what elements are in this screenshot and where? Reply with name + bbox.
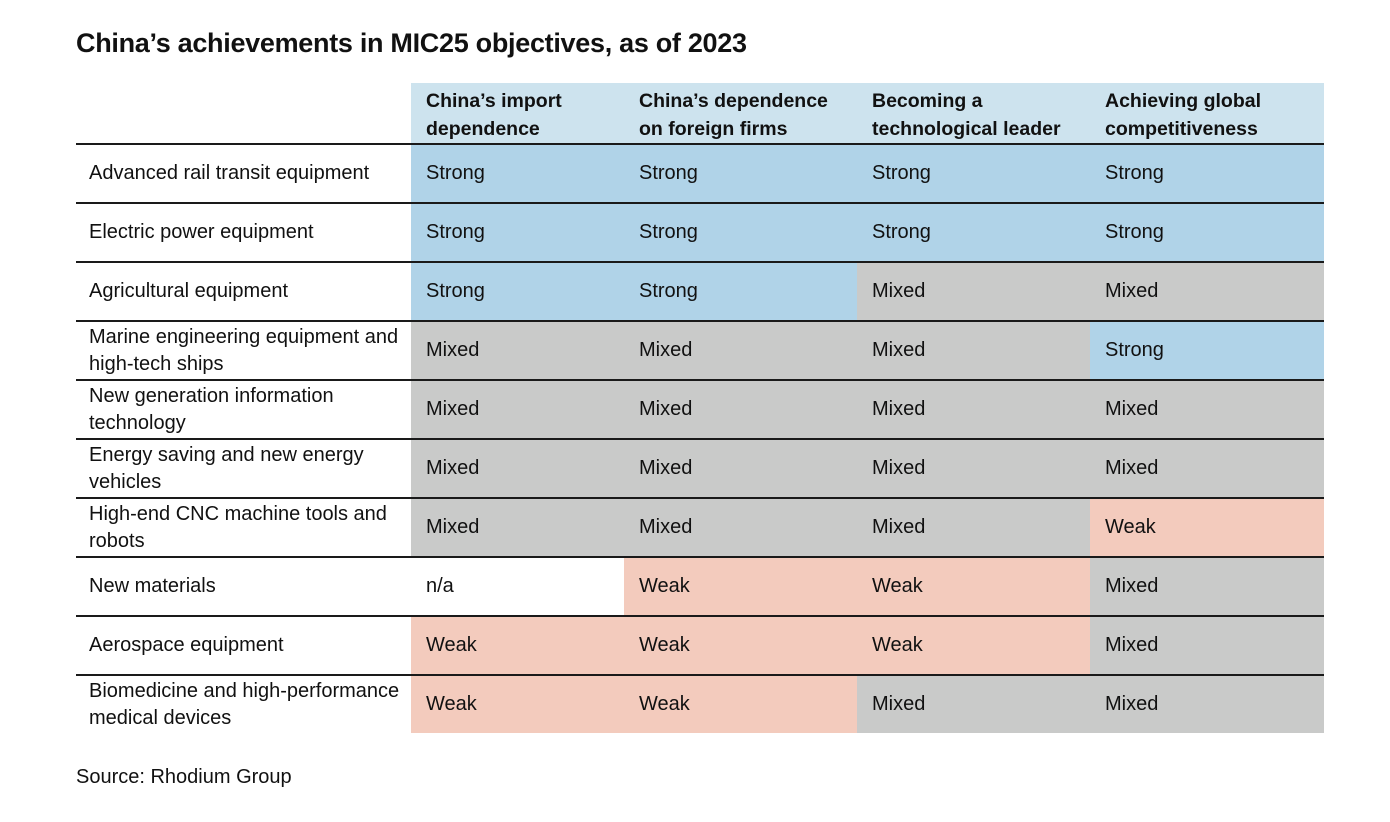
rating-cell: Mixed — [857, 676, 1090, 733]
table-body: Advanced rail transit equipment Strong Str… — [76, 143, 1324, 733]
sector-label: New generation information technology — [76, 381, 411, 438]
rating-cell: Mixed — [411, 499, 624, 556]
rating-cell: Strong — [624, 204, 857, 261]
rating-cell: Strong — [411, 204, 624, 261]
rating-cell: Weak — [857, 558, 1090, 615]
rating-cell: Weak — [624, 558, 857, 615]
table-row: Advanced rail transit equipment Strong Str… — [76, 143, 1324, 202]
table-row: Energy saving and new energy vehicles Mix… — [76, 438, 1324, 497]
rating-cell: Mixed — [624, 499, 857, 556]
rating-cell: Strong — [624, 145, 857, 202]
rating-cell: Weak — [411, 617, 624, 674]
rating-cell: Mixed — [624, 381, 857, 438]
sector-label: Agricultural equipment — [76, 263, 411, 320]
rating-cell: Mixed — [857, 322, 1090, 379]
rating-cell: Strong — [411, 145, 624, 202]
column-header: China’s import dependence — [426, 90, 562, 140]
source-note: Source: Rhodium Group — [76, 766, 292, 788]
sector-label: Aerospace equipment — [76, 617, 411, 674]
rating-cell: n/a — [411, 558, 624, 615]
rating-cell: Mixed — [411, 381, 624, 438]
sector-label: Energy saving and new energy vehicles — [76, 440, 411, 497]
header-corner — [76, 83, 411, 143]
rating-cell: Weak — [1090, 499, 1324, 556]
rating-cell: Mixed — [1090, 263, 1324, 320]
table-row: New generation information technology Mix… — [76, 379, 1324, 438]
table-row: Agricultural equipment Strong Strong Mixed M… — [76, 261, 1324, 320]
rating-cell: Weak — [624, 617, 857, 674]
table-row: Electric power equipment Strong Strong Stro… — [76, 202, 1324, 261]
rating-cell: Mixed — [624, 440, 857, 497]
table-row: New materials n/a Weak Weak Mixed — [76, 556, 1324, 615]
rating-cell: Strong — [1090, 204, 1324, 261]
rating-cell: Mixed — [857, 263, 1090, 320]
table-header-row: China’s import dependence China’s depend… — [76, 83, 1324, 143]
column-header: Achieving global competitiveness — [1105, 90, 1262, 140]
chart-title: China’s achievements in MIC25 objectives… — [76, 28, 747, 58]
rating-cell: Mixed — [1090, 676, 1324, 733]
rating-cell: Mixed — [1090, 558, 1324, 615]
sector-label: Advanced rail transit equipment — [76, 145, 411, 202]
rating-cell: Weak — [857, 617, 1090, 674]
table-row: Aerospace equipment Weak Weak Weak Mixed — [76, 615, 1324, 674]
sector-label: Marine engineering equipment and high-te… — [76, 322, 411, 379]
rating-cell: Weak — [411, 676, 624, 733]
rating-cell: Mixed — [1090, 617, 1324, 674]
rating-cell: Mixed — [1090, 440, 1324, 497]
column-header: China’s dependence on foreign firms — [639, 90, 828, 140]
sector-label: High-end CNC machine tools and robots — [76, 499, 411, 556]
rating-cell: Mixed — [411, 322, 624, 379]
rating-cell: Strong — [1090, 322, 1324, 379]
rating-cell: Mixed — [857, 499, 1090, 556]
sector-label: New materials — [76, 558, 411, 615]
rating-cell: Mixed — [624, 322, 857, 379]
table-row: Biomedicine and high-performance medical… — [76, 674, 1324, 733]
column-header: Becoming a technological leader — [872, 90, 1061, 140]
rating-cell: Mixed — [1090, 381, 1324, 438]
rating-cell: Strong — [411, 263, 624, 320]
rating-cell: Strong — [624, 263, 857, 320]
rating-cell: Strong — [857, 204, 1090, 261]
rating-cell: Mixed — [411, 440, 624, 497]
achievement-table: China’s import dependence China’s depend… — [76, 83, 1324, 733]
table-row: High-end CNC machine tools and robots Mix… — [76, 497, 1324, 556]
rating-cell: Mixed — [857, 381, 1090, 438]
rating-cell: Mixed — [857, 440, 1090, 497]
sector-label: Electric power equipment — [76, 204, 411, 261]
table-row: Marine engineering equipment and high-te… — [76, 320, 1324, 379]
rating-cell: Strong — [1090, 145, 1324, 202]
sector-label: Biomedicine and high-performance medical… — [76, 676, 411, 733]
rating-cell: Weak — [624, 676, 857, 733]
rating-cell: Strong — [857, 145, 1090, 202]
